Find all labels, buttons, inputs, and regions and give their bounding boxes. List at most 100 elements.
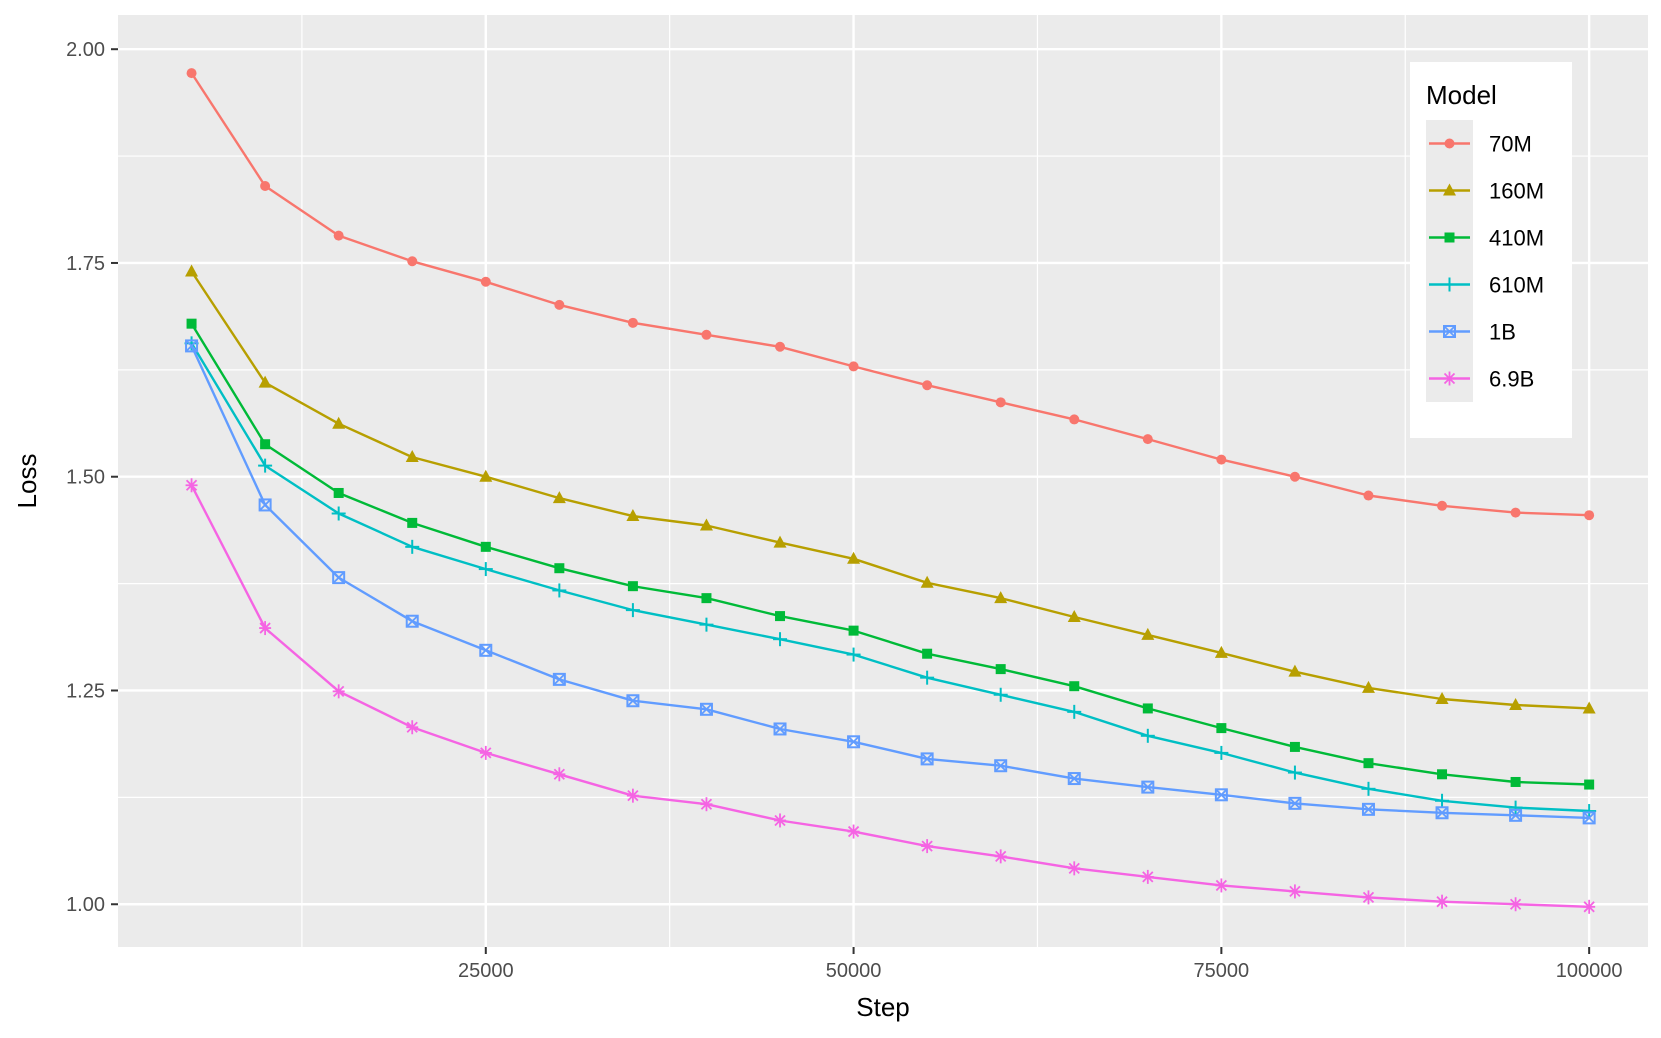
series-line-1b bbox=[190, 345, 1590, 820]
data-point-610m bbox=[920, 670, 935, 685]
data-point-70m bbox=[775, 341, 786, 352]
data-point-6-9b bbox=[332, 684, 345, 699]
data-point-1b bbox=[1509, 808, 1523, 822]
data-point-1b bbox=[1361, 802, 1375, 816]
data-point-6-9b bbox=[1509, 897, 1522, 912]
legend-item-70m: 70M bbox=[1426, 120, 1532, 167]
data-point-410m bbox=[922, 648, 933, 659]
data-point-6-9b bbox=[185, 478, 198, 493]
legend-key-marker bbox=[1443, 371, 1456, 386]
data-point-410m bbox=[554, 563, 565, 574]
data-point-410m bbox=[186, 318, 197, 329]
x-tick-label: 25000 bbox=[458, 960, 514, 982]
series-line-70m bbox=[190, 72, 1590, 517]
data-point-160m bbox=[1288, 664, 1302, 677]
data-point-6-9b bbox=[847, 824, 860, 839]
data-point-70m bbox=[995, 397, 1006, 408]
data-point-1b bbox=[1582, 811, 1596, 825]
data-point-70m bbox=[848, 361, 859, 372]
data-point-160m bbox=[185, 264, 199, 277]
y-axis-title: Loss bbox=[12, 454, 42, 509]
data-point-1b bbox=[552, 672, 566, 686]
series-line-610m bbox=[190, 342, 1590, 813]
data-point-410m bbox=[1142, 703, 1153, 714]
data-point-410m bbox=[1584, 779, 1595, 790]
data-point-70m bbox=[554, 299, 565, 310]
data-point-410m bbox=[995, 664, 1006, 675]
data-point-1b bbox=[1141, 780, 1155, 794]
data-point-6-9b bbox=[259, 621, 272, 636]
data-point-6-9b bbox=[774, 813, 787, 828]
data-point-610m bbox=[1508, 800, 1523, 815]
data-point-610m bbox=[773, 632, 788, 647]
data-point-610m bbox=[258, 458, 273, 473]
data-point-160m bbox=[332, 416, 346, 429]
data-point-1b bbox=[699, 702, 713, 716]
legend-title: Model bbox=[1426, 80, 1497, 110]
data-point-160m bbox=[626, 509, 640, 522]
data-point-70m bbox=[1437, 500, 1448, 511]
data-point-1b bbox=[994, 759, 1008, 773]
minor-gridlines bbox=[118, 15, 1648, 947]
data-point-70m bbox=[480, 276, 491, 287]
legend-label: 610M bbox=[1489, 273, 1544, 298]
legend-key-marker bbox=[1444, 138, 1455, 149]
series-line-410m bbox=[190, 323, 1590, 786]
data-point-70m bbox=[407, 256, 418, 267]
series-line-160m bbox=[190, 270, 1590, 710]
data-point-6-9b bbox=[1288, 884, 1301, 899]
legend-key-marker bbox=[1443, 183, 1456, 196]
legend-item-1b: 1B bbox=[1426, 308, 1516, 355]
data-point-1b bbox=[332, 571, 346, 585]
legend-item-610m: 610M bbox=[1426, 261, 1544, 308]
data-point-70m bbox=[627, 317, 638, 328]
data-point-6-9b bbox=[1362, 890, 1375, 905]
data-point-70m bbox=[1142, 434, 1153, 445]
data-point-410m bbox=[1216, 723, 1227, 734]
data-point-70m bbox=[1289, 471, 1300, 482]
legend-label: 6.9B bbox=[1489, 367, 1534, 392]
data-point-410m bbox=[260, 439, 271, 450]
y-axis: 1.00 1.25 1.50 1.75 2.00 bbox=[66, 39, 118, 916]
data-point-160m bbox=[1435, 692, 1449, 705]
data-point-160m bbox=[258, 375, 272, 388]
data-point-160m bbox=[994, 591, 1008, 604]
data-point-6-9b bbox=[700, 797, 713, 812]
legend-items: 70M 160M 410M 610M 1B 6.9B bbox=[1426, 120, 1544, 402]
data-point-410m bbox=[1363, 758, 1374, 769]
data-point-610m bbox=[993, 687, 1008, 702]
series-160m bbox=[185, 264, 1596, 714]
x-tick-label: 100000 bbox=[1556, 960, 1623, 982]
data-point-1b bbox=[185, 339, 199, 353]
data-point-1b bbox=[626, 694, 640, 708]
data-point-410m bbox=[1437, 769, 1448, 780]
data-point-70m bbox=[1216, 454, 1227, 465]
y-tick-label: 2.00 bbox=[66, 39, 105, 61]
data-point-160m bbox=[699, 518, 713, 531]
data-point-160m bbox=[1141, 627, 1155, 640]
data-point-610m bbox=[1361, 781, 1376, 796]
data-point-610m bbox=[846, 647, 861, 662]
data-point-160m bbox=[1214, 645, 1228, 658]
data-point-410m bbox=[627, 581, 638, 592]
data-point-610m bbox=[1140, 728, 1155, 743]
x-axis-title: Step bbox=[856, 992, 910, 1022]
data-point-70m bbox=[186, 68, 197, 79]
y-tick-label: 1.50 bbox=[66, 467, 105, 489]
data-point-160m bbox=[479, 469, 493, 482]
data-point-1b bbox=[1067, 772, 1081, 786]
data-point-410m bbox=[480, 541, 491, 552]
data-point-70m bbox=[701, 329, 712, 340]
data-point-160m bbox=[920, 575, 934, 588]
data-point-610m bbox=[478, 562, 493, 577]
data-point-160m bbox=[847, 551, 861, 564]
legend: Model 70M 160M 410M 610M 1B 6.9B bbox=[1410, 62, 1572, 438]
legend-key-marker bbox=[1443, 325, 1456, 338]
legend-item-410m: 410M bbox=[1426, 214, 1544, 261]
y-tick-label: 1.25 bbox=[66, 680, 105, 702]
data-point-410m bbox=[333, 487, 344, 498]
y-tick-label: 1.75 bbox=[66, 253, 105, 275]
data-point-160m bbox=[1361, 680, 1375, 693]
data-point-610m bbox=[1435, 793, 1450, 808]
legend-key-marker bbox=[1442, 277, 1457, 292]
